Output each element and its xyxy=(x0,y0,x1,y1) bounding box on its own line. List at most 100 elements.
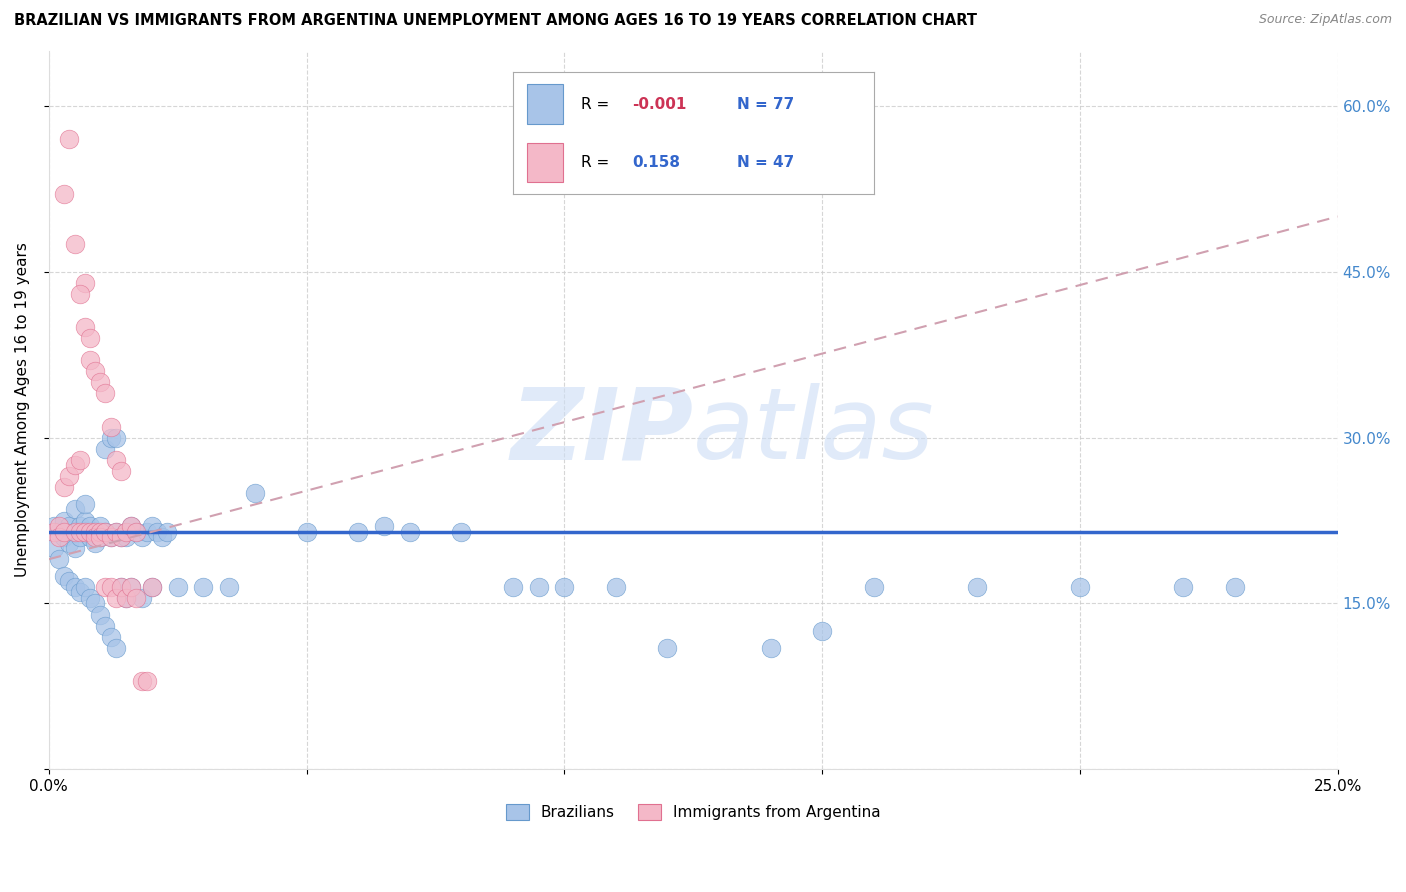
Point xyxy=(110,580,132,594)
Point xyxy=(63,502,86,516)
Point xyxy=(94,580,117,594)
Point xyxy=(73,320,96,334)
Point xyxy=(146,524,169,539)
Point xyxy=(89,376,111,390)
Point xyxy=(966,580,988,594)
Point xyxy=(48,524,70,539)
Point xyxy=(120,519,142,533)
Point xyxy=(48,552,70,566)
Point xyxy=(811,624,834,639)
Point xyxy=(110,464,132,478)
Point xyxy=(79,353,101,368)
Point xyxy=(120,580,142,594)
Point xyxy=(89,519,111,533)
Point xyxy=(193,580,215,594)
Point xyxy=(605,580,627,594)
Point xyxy=(115,530,138,544)
Point xyxy=(141,580,163,594)
Point xyxy=(58,469,80,483)
Point xyxy=(131,591,153,605)
Point xyxy=(84,597,107,611)
Point xyxy=(104,524,127,539)
Text: atlas: atlas xyxy=(693,383,935,480)
Text: BRAZILIAN VS IMMIGRANTS FROM ARGENTINA UNEMPLOYMENT AMONG AGES 16 TO 19 YEARS CO: BRAZILIAN VS IMMIGRANTS FROM ARGENTINA U… xyxy=(14,13,977,29)
Point xyxy=(527,580,550,594)
Point xyxy=(243,486,266,500)
Point xyxy=(63,524,86,539)
Point xyxy=(53,569,76,583)
Point xyxy=(125,591,148,605)
Point xyxy=(657,640,679,655)
Point xyxy=(42,541,65,556)
Point xyxy=(100,530,122,544)
Point xyxy=(115,591,138,605)
Point xyxy=(79,591,101,605)
Point xyxy=(295,524,318,539)
Point xyxy=(1223,580,1246,594)
Point xyxy=(104,591,127,605)
Point xyxy=(502,580,524,594)
Point xyxy=(110,530,132,544)
Point xyxy=(42,519,65,533)
Point xyxy=(89,524,111,539)
Point xyxy=(862,580,884,594)
Point xyxy=(84,535,107,549)
Point xyxy=(63,524,86,539)
Point xyxy=(69,286,91,301)
Point xyxy=(73,580,96,594)
Point xyxy=(94,618,117,632)
Point xyxy=(115,524,138,539)
Point xyxy=(53,530,76,544)
Point xyxy=(373,519,395,533)
Point xyxy=(63,541,86,556)
Point xyxy=(1171,580,1194,594)
Point xyxy=(759,640,782,655)
Point xyxy=(131,673,153,688)
Point xyxy=(73,514,96,528)
Point xyxy=(166,580,188,594)
Point xyxy=(89,607,111,622)
Point xyxy=(69,452,91,467)
Point xyxy=(63,580,86,594)
Point xyxy=(347,524,370,539)
Point xyxy=(104,524,127,539)
Point xyxy=(125,524,148,539)
Point xyxy=(73,524,96,539)
Point xyxy=(84,530,107,544)
Point xyxy=(69,530,91,544)
Point xyxy=(69,585,91,599)
Point xyxy=(73,276,96,290)
Point xyxy=(58,535,80,549)
Point xyxy=(48,530,70,544)
Point xyxy=(553,580,575,594)
Point xyxy=(110,530,132,544)
Point xyxy=(135,673,157,688)
Point xyxy=(1069,580,1091,594)
Legend: Brazilians, Immigrants from Argentina: Brazilians, Immigrants from Argentina xyxy=(499,798,887,826)
Point xyxy=(42,524,65,539)
Point xyxy=(58,574,80,589)
Point xyxy=(218,580,240,594)
Point xyxy=(73,524,96,539)
Point xyxy=(94,386,117,401)
Point xyxy=(94,442,117,456)
Point xyxy=(115,591,138,605)
Point xyxy=(120,580,142,594)
Point xyxy=(79,519,101,533)
Point xyxy=(94,524,117,539)
Point xyxy=(125,524,148,539)
Point xyxy=(69,524,91,539)
Point xyxy=(84,364,107,378)
Point xyxy=(104,640,127,655)
Point xyxy=(100,630,122,644)
Point xyxy=(79,331,101,345)
Point xyxy=(110,580,132,594)
Point xyxy=(150,530,173,544)
Point xyxy=(69,519,91,533)
Point xyxy=(53,187,76,202)
Point xyxy=(156,524,179,539)
Point xyxy=(115,524,138,539)
Point xyxy=(94,524,117,539)
Point xyxy=(48,519,70,533)
Point xyxy=(53,480,76,494)
